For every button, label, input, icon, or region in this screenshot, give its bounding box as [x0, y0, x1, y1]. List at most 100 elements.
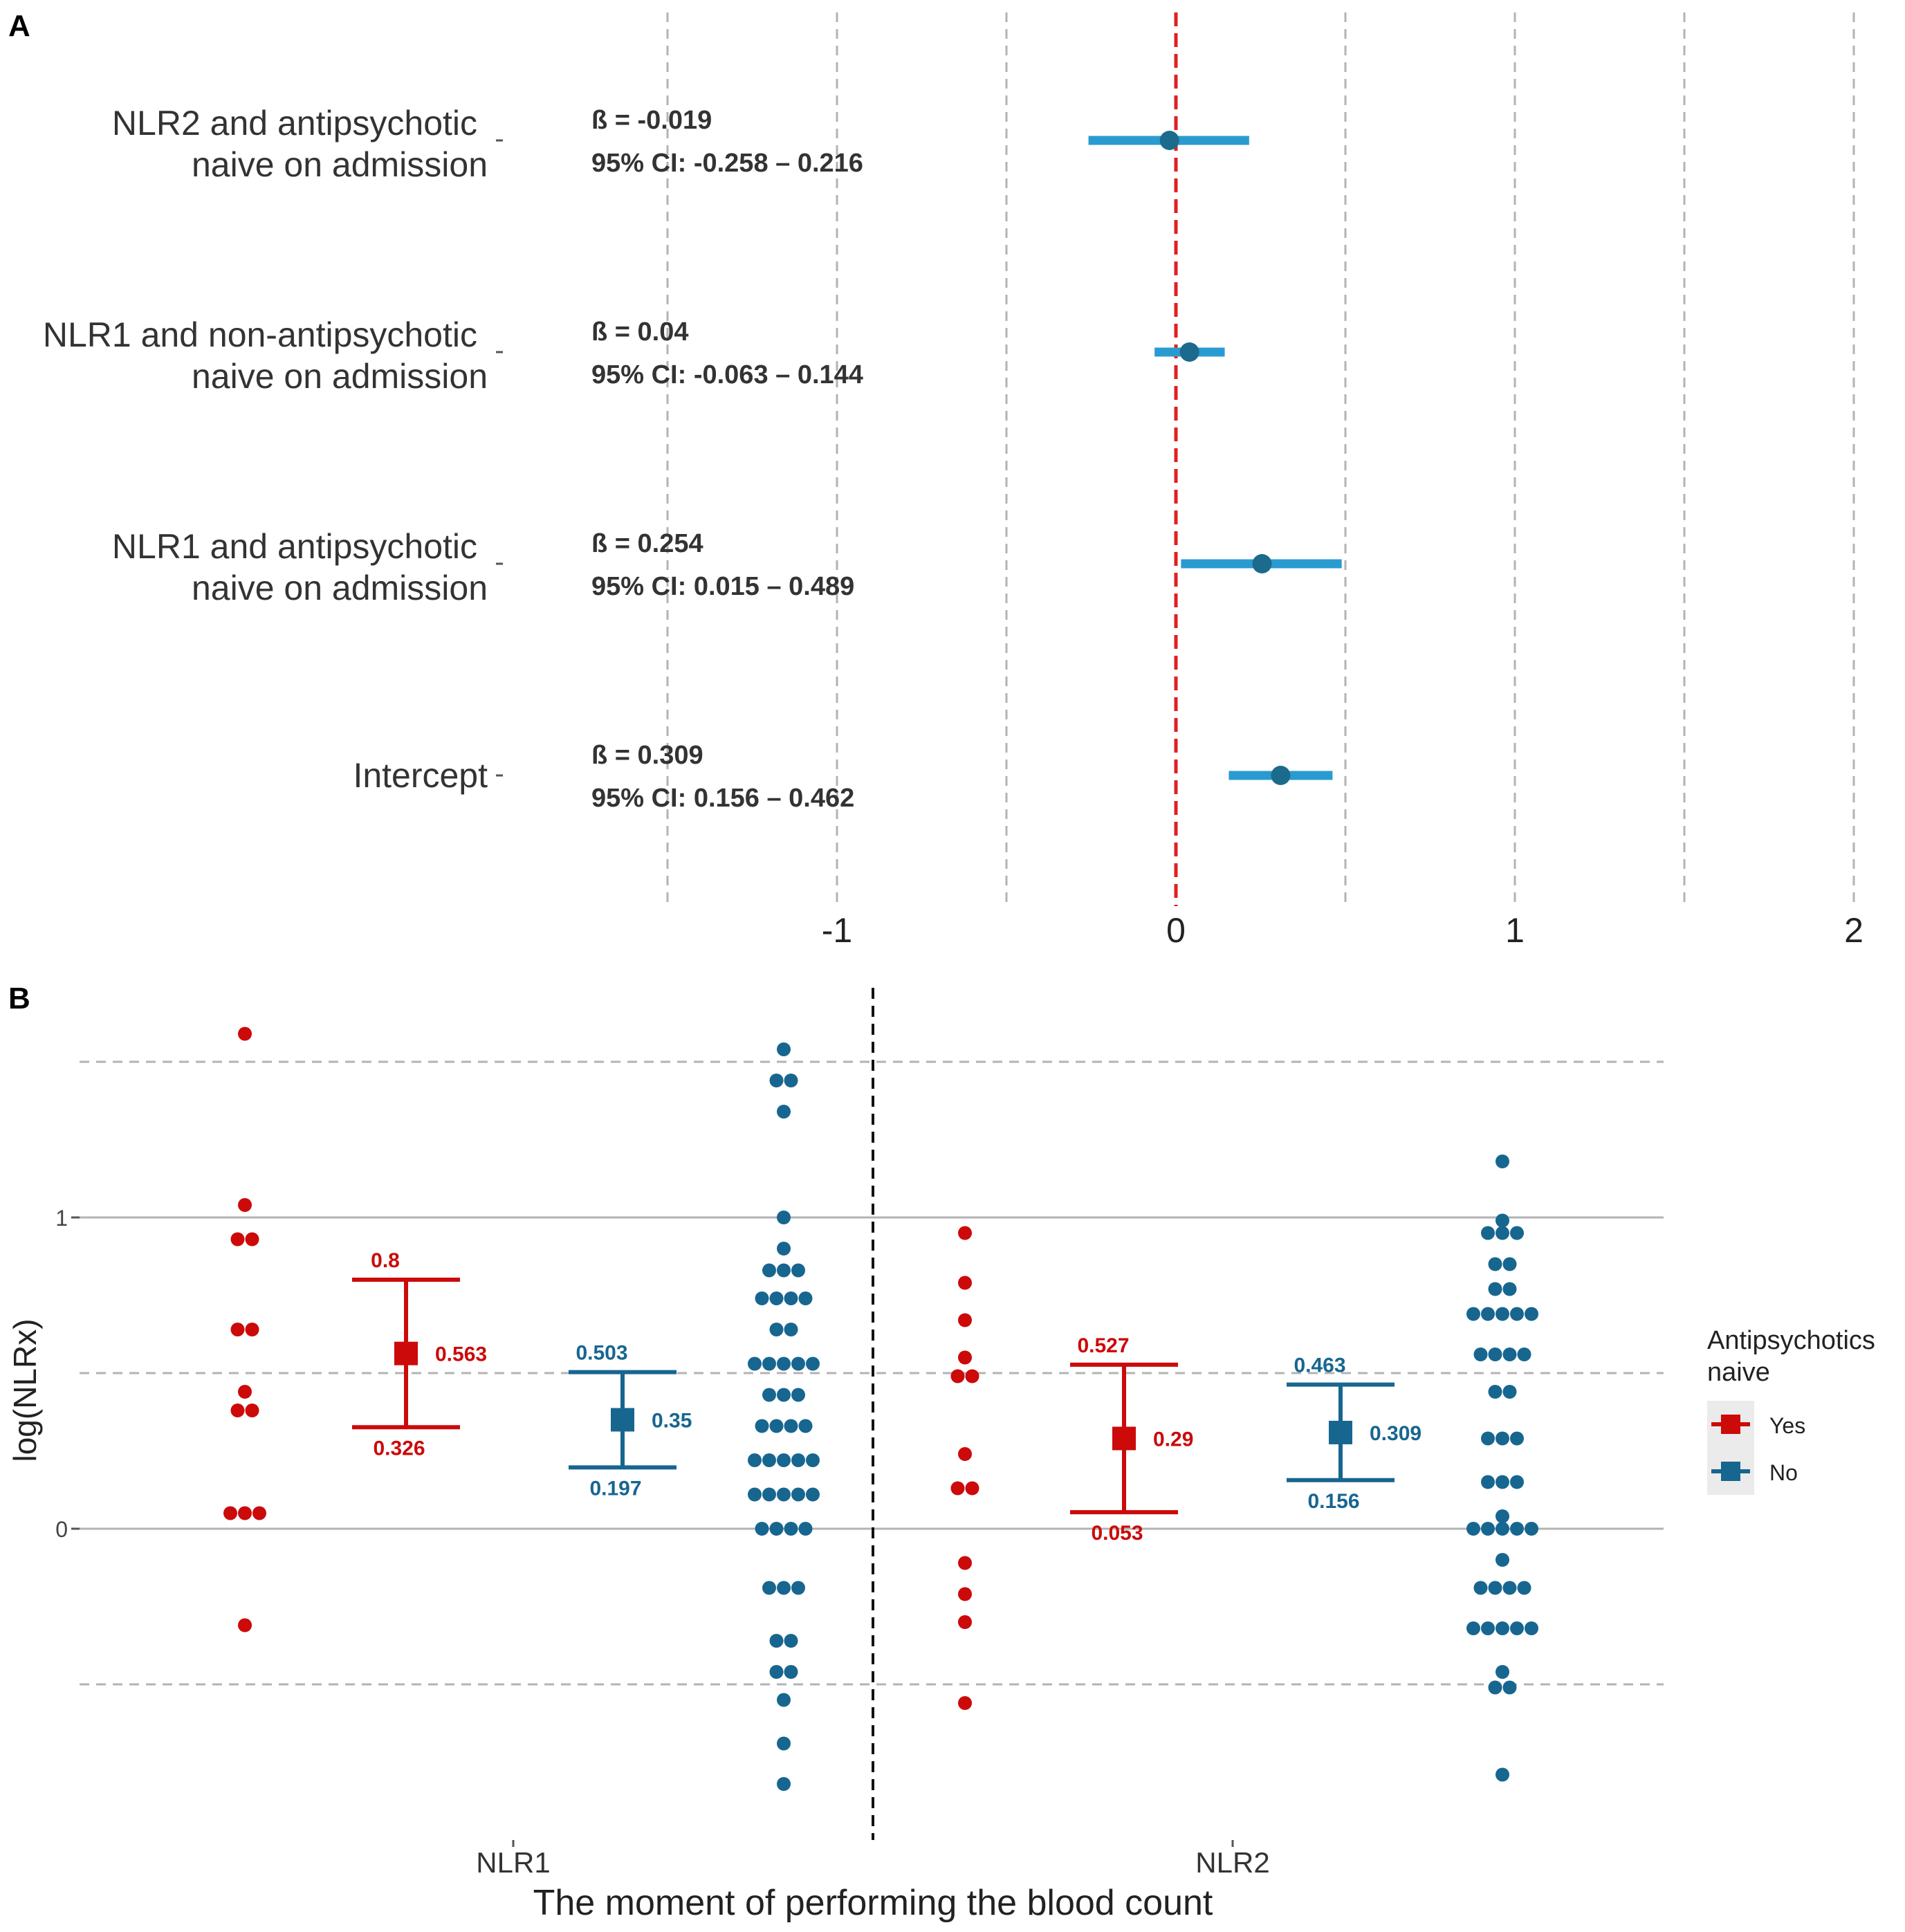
data-point [1510, 1621, 1524, 1635]
legend-key-yes-square [1721, 1415, 1740, 1434]
data-point [806, 1487, 820, 1502]
data-point [777, 1453, 791, 1467]
legend: Antipsychotics naive Yes No [1707, 1326, 1875, 1495]
data-point [245, 1404, 259, 1417]
x-tick-label: -1 [822, 911, 852, 950]
panel-a-gridlines [666, 12, 1855, 906]
data-point [777, 1263, 791, 1278]
data-point [1481, 1475, 1495, 1489]
data-point [769, 1522, 784, 1536]
data-point [1496, 1213, 1509, 1228]
error-bar-nlr1-no: 0.503 0.197 0.35 [569, 1342, 692, 1500]
beta-annotation: ß = 0.254 [591, 529, 703, 558]
y-tick-label: 1 [55, 1206, 68, 1231]
data-point [784, 1074, 798, 1087]
y-tick-label: 0 [55, 1517, 68, 1542]
error-bar-nlr2-no: 0.463 0.156 0.309 [1287, 1354, 1421, 1513]
data-point [958, 1276, 972, 1290]
data-point [245, 1323, 259, 1336]
data-point [791, 1388, 805, 1402]
data-point [238, 1027, 252, 1041]
ci-high-label: 0.503 [576, 1342, 627, 1365]
data-point [1466, 1621, 1480, 1635]
data-point [1473, 1347, 1488, 1361]
data-point [769, 1323, 784, 1336]
data-point [958, 1447, 972, 1461]
forest-row: Intercept ß = 0.309 95% CI: 0.156 – 0.462 [353, 741, 1333, 813]
data-point [777, 1693, 791, 1707]
data-point [1502, 1385, 1517, 1399]
mean-label: 0.35 [652, 1410, 692, 1433]
data-point [748, 1487, 762, 1502]
data-point [784, 1634, 798, 1648]
data-point [777, 1736, 791, 1751]
data-point [1496, 1307, 1509, 1321]
data-point [1488, 1680, 1502, 1695]
data-point [1496, 1509, 1509, 1523]
data-point [1481, 1522, 1495, 1536]
data-point [1481, 1621, 1495, 1635]
data-point [777, 1581, 791, 1595]
data-point [1496, 1553, 1509, 1567]
data-point [791, 1263, 805, 1278]
mean-square [611, 1408, 634, 1432]
data-point [762, 1581, 776, 1595]
data-point [748, 1356, 762, 1371]
data-point [1481, 1226, 1495, 1240]
data-point [245, 1232, 259, 1246]
data-point [1466, 1307, 1480, 1321]
row-label-line2: naive on admission [192, 569, 488, 607]
data-point [777, 1211, 791, 1224]
data-point [238, 1506, 252, 1520]
data-point [1496, 1431, 1509, 1446]
data-point [958, 1313, 972, 1327]
data-point [1496, 1621, 1509, 1635]
data-point [777, 1105, 791, 1119]
data-point [1525, 1522, 1538, 1536]
ci-low-label: 0.326 [373, 1437, 425, 1460]
data-point [1481, 1307, 1495, 1321]
data-point [791, 1581, 805, 1595]
error-bar-nlr1-yes: 0.8 0.326 0.563 [352, 1249, 487, 1460]
data-point [1510, 1522, 1524, 1536]
mean-square [394, 1341, 418, 1365]
legend-title-line1: Antipsychotics [1707, 1326, 1875, 1355]
data-point [769, 1419, 784, 1433]
point-group-nlr1-no [748, 1042, 820, 1791]
ci-annotation: 95% CI: -0.258 – 0.216 [591, 149, 863, 178]
panel-b-points [223, 1027, 1538, 1791]
data-point [755, 1522, 769, 1536]
data-point [1510, 1431, 1524, 1446]
data-point [1496, 1475, 1509, 1489]
data-point [784, 1419, 798, 1433]
beta-annotation: ß = -0.019 [591, 106, 712, 135]
data-point [230, 1323, 245, 1336]
data-point [777, 1487, 791, 1502]
data-point [798, 1522, 813, 1536]
ci-annotation: 95% CI: 0.015 – 0.489 [591, 572, 854, 601]
data-point [769, 1665, 784, 1679]
mean-label: 0.29 [1153, 1428, 1193, 1451]
estimate-point [1179, 342, 1199, 362]
data-point [777, 1777, 791, 1791]
data-point [1510, 1307, 1524, 1321]
data-point [965, 1369, 979, 1383]
data-point [1496, 1767, 1509, 1782]
row-label-line1: NLR1 and antipsychotic [112, 527, 477, 566]
ci-annotation: 95% CI: -0.063 – 0.144 [591, 360, 863, 389]
data-point [1502, 1282, 1517, 1296]
row-label-line1: NLR1 and non-antipsychotic [43, 315, 477, 354]
data-point [1488, 1257, 1502, 1271]
data-point [950, 1369, 965, 1383]
ci-high-label: 0.8 [371, 1249, 400, 1272]
data-point [1466, 1522, 1480, 1536]
data-point [1496, 1226, 1509, 1240]
mean-label: 0.563 [435, 1343, 487, 1366]
x-tick-label: NLR1 [476, 1846, 550, 1879]
legend-title-line2: naive [1707, 1358, 1770, 1387]
data-point [791, 1453, 805, 1467]
